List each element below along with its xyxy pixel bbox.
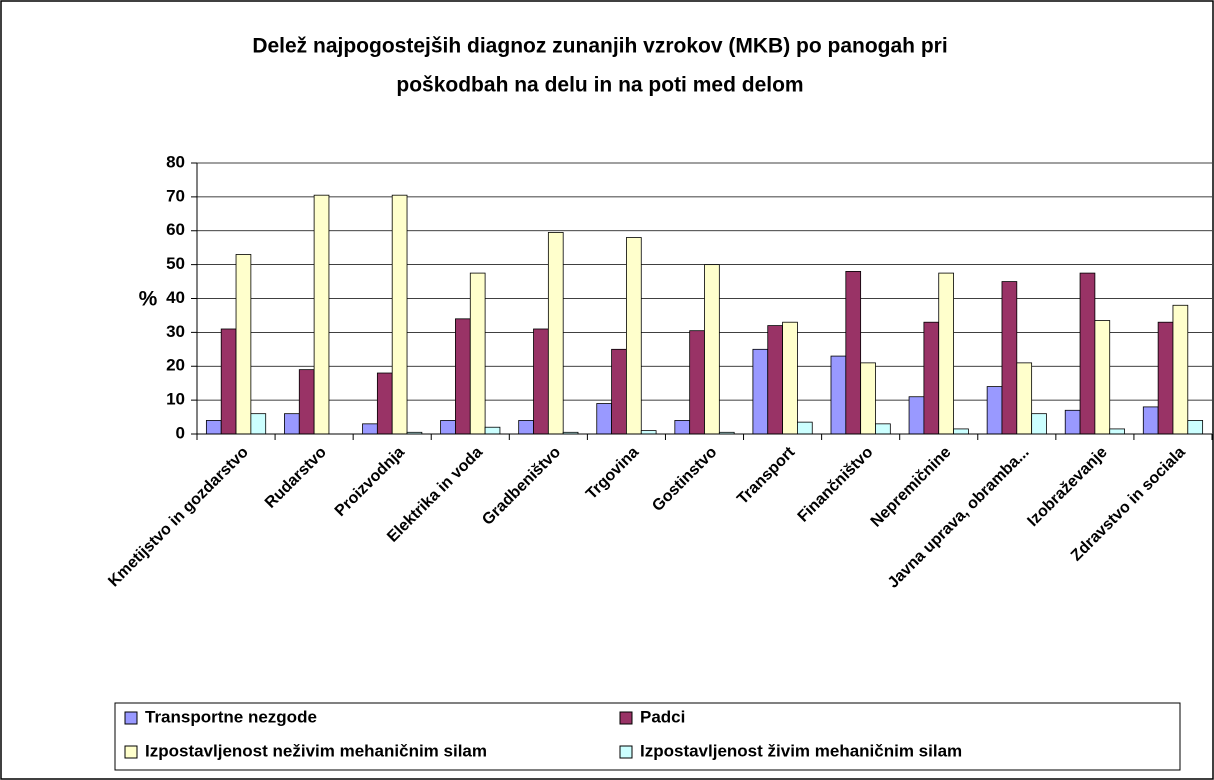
bar [205, 420, 222, 435]
bar [313, 194, 330, 435]
bar [860, 362, 876, 435]
bar [1172, 304, 1189, 435]
bar [1064, 409, 1081, 435]
bar [596, 403, 612, 435]
y-tick-label: 50 [166, 254, 185, 273]
bar [391, 194, 408, 435]
bar [704, 264, 720, 435]
bar [830, 355, 847, 435]
bar [953, 428, 969, 435]
y-tick-label: 60 [166, 220, 185, 239]
bar [250, 413, 267, 435]
bar [533, 328, 549, 435]
bar [1079, 272, 1096, 435]
bar [640, 430, 657, 435]
bar [1142, 406, 1159, 435]
bar [1187, 420, 1204, 435]
bar [923, 321, 940, 435]
y-axis-label: % [139, 288, 158, 311]
legend-swatch [619, 711, 633, 725]
bar [875, 423, 891, 435]
y-tick-label: 10 [166, 390, 185, 409]
bar [908, 396, 925, 435]
legend-label: Izpostavljenost neživim mehaničnim silam [145, 741, 487, 760]
legend-label: Padci [640, 707, 685, 726]
y-tick-label: 20 [166, 356, 185, 375]
bar [626, 237, 642, 435]
bar [547, 232, 564, 435]
y-tick-label: 0 [176, 423, 185, 442]
y-tick-label: 40 [166, 288, 185, 307]
bar [469, 272, 486, 435]
bar [484, 426, 501, 435]
bar [1031, 413, 1047, 435]
chart-title: poškodbah na delu in na poti med delom [396, 74, 803, 97]
bar [1109, 428, 1125, 435]
bar [362, 423, 378, 435]
legend-swatch [124, 745, 138, 759]
y-tick-label: 70 [166, 186, 185, 205]
bar [518, 420, 534, 435]
bar [298, 369, 315, 435]
bar [1157, 321, 1174, 435]
legend-swatch [619, 745, 633, 759]
bar [797, 421, 813, 435]
y-tick-label: 80 [166, 152, 185, 171]
bar [674, 420, 691, 435]
bar [767, 325, 783, 435]
bar [376, 372, 393, 435]
bar [1001, 281, 1018, 435]
bar [440, 420, 456, 435]
bar [752, 348, 769, 435]
bar [938, 272, 954, 435]
bar [284, 413, 300, 435]
bar [689, 330, 705, 435]
legend-swatch [124, 711, 138, 725]
chart-title: Delež najpogostejših diagnoz zunanjih vz… [252, 35, 947, 58]
bar [220, 328, 237, 435]
bar [1016, 362, 1033, 435]
bar [611, 348, 627, 435]
legend-label: Transportne nezgode [145, 707, 317, 726]
bar [845, 270, 862, 435]
bar [235, 254, 252, 435]
legend-box [114, 702, 1181, 771]
bar [455, 318, 471, 435]
legend-label: Izpostavljenost živim mehaničnim silam [640, 741, 962, 760]
bar [1094, 320, 1111, 435]
bar [986, 386, 1003, 435]
bar [782, 321, 798, 435]
y-tick-label: 30 [166, 322, 185, 341]
